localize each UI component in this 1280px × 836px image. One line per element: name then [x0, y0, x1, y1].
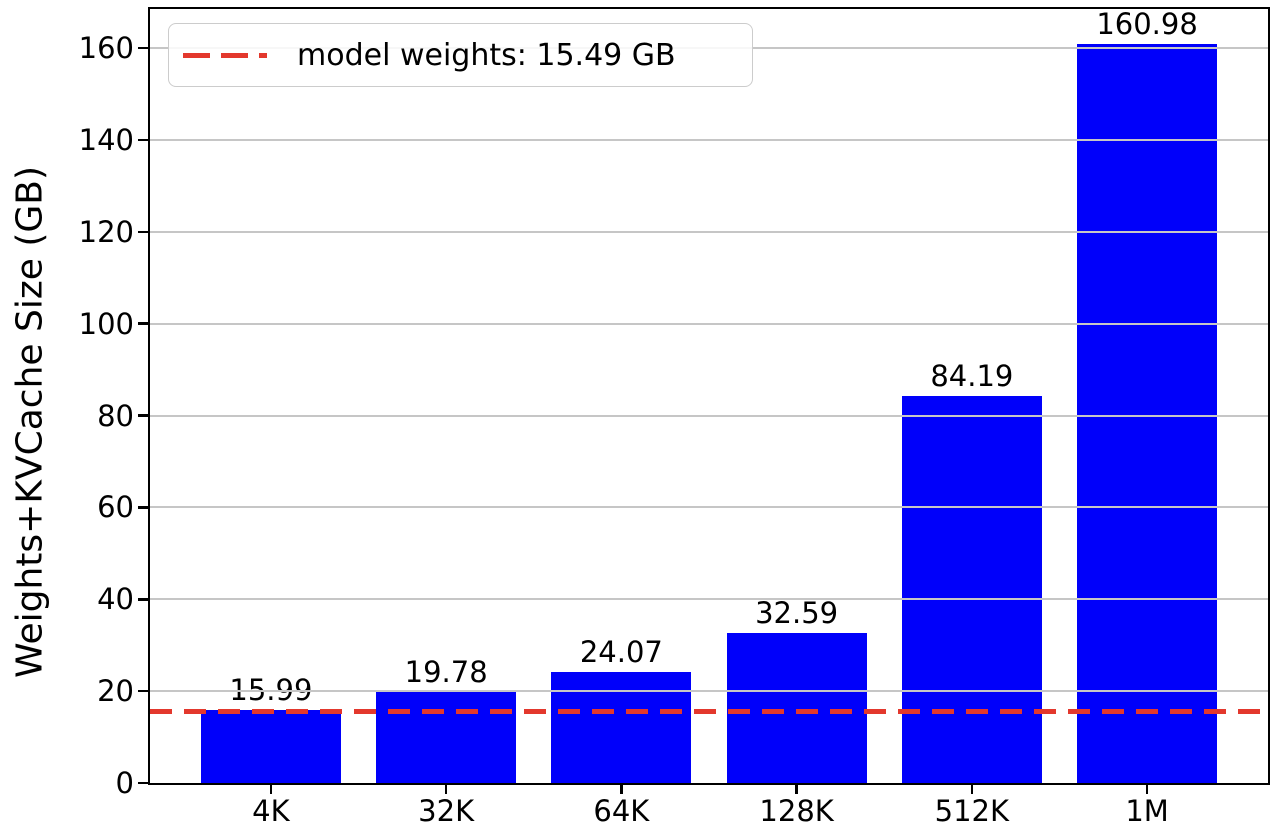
y-tick-mark: [138, 230, 148, 234]
y-tick-mark: [138, 506, 148, 509]
bar-value-label: 24.07: [579, 635, 663, 670]
x-tick-mark: [444, 785, 448, 794]
gridline: [150, 322, 1268, 325]
y-tick-label: 60: [97, 490, 134, 525]
bar-value-label: 15.99: [229, 672, 313, 707]
y-tick-label: 160: [78, 31, 134, 66]
y-tick-label: 140: [78, 122, 134, 157]
x-tick-label: 4K: [252, 794, 290, 828]
y-axis-label: Weights+KVCache Size (GB): [9, 166, 51, 678]
bar: [376, 692, 517, 783]
bar: [200, 709, 341, 783]
gridline: [150, 138, 1268, 141]
bar-value-label: 32.59: [755, 596, 839, 631]
x-tick-label: 512K: [934, 794, 1010, 828]
x-tick-mark: [970, 785, 974, 794]
gridline: [150, 690, 1268, 693]
x-tick-label: 1M: [1125, 794, 1169, 828]
gridline: [150, 598, 1268, 601]
x-tick-mark: [1145, 785, 1149, 794]
x-tick-mark: [269, 785, 273, 794]
y-tick-label: 0: [115, 766, 134, 800]
gridline: [150, 414, 1268, 417]
y-tick-label: 120: [78, 214, 134, 249]
bar: [901, 396, 1042, 783]
plot-area: model weights: 15.49 GB: [148, 7, 1270, 785]
x-tick-label: 32K: [418, 794, 475, 828]
y-tick-label: 20: [97, 674, 134, 709]
legend: model weights: 15.49 GB: [168, 23, 753, 87]
reference-line: [150, 709, 1268, 715]
x-tick-mark: [795, 785, 798, 794]
y-tick-label: 40: [97, 582, 134, 617]
y-tick-mark: [138, 46, 148, 50]
y-tick-label: 80: [97, 398, 134, 433]
gridline: [150, 506, 1268, 509]
y-tick-mark: [138, 598, 148, 601]
bar-value-label: 84.19: [930, 359, 1014, 394]
bar-value-label: 160.98: [1096, 6, 1198, 41]
x-tick-label: 64K: [593, 794, 650, 828]
y-tick-label: 100: [78, 306, 134, 341]
gridline: [150, 230, 1268, 233]
gridlines-layer: [150, 9, 1268, 783]
y-tick-mark: [138, 322, 148, 325]
bar: [726, 633, 867, 783]
y-tick-mark: [138, 689, 148, 693]
bar: [1076, 43, 1218, 783]
legend-label: model weights: 15.49 GB: [297, 37, 676, 73]
x-tick-label: 128K: [759, 794, 834, 828]
y-tick-mark: [138, 414, 148, 417]
y-tick-mark: [138, 138, 148, 142]
y-tick-mark: [138, 781, 148, 785]
x-tick-mark: [620, 785, 623, 794]
bar-value-label: 19.78: [404, 655, 488, 690]
dashed-line-sample: [183, 52, 267, 58]
bars-layer: [150, 9, 1268, 783]
